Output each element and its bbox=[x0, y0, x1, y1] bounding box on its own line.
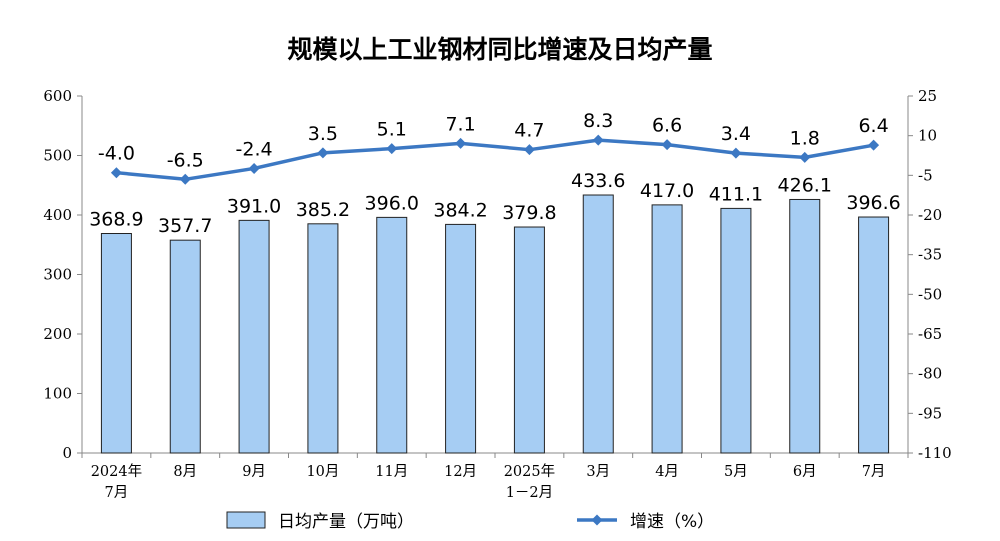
y-right-tick-label: -35 bbox=[918, 246, 942, 264]
x-tick-label: 4月 bbox=[655, 464, 679, 480]
x-tick-label: 8月 bbox=[173, 464, 197, 480]
x-tick-label: 6月 bbox=[793, 464, 817, 480]
y-right-tick-label: -80 bbox=[918, 365, 942, 383]
bar-data-label: 417.0 bbox=[640, 180, 694, 202]
bar-data-label: 357.7 bbox=[158, 215, 212, 237]
line-point bbox=[110, 167, 122, 179]
line-data-label: 1.8 bbox=[790, 127, 820, 149]
bar bbox=[720, 207, 752, 454]
legend-line-marker bbox=[591, 514, 603, 526]
bar-data-label: 384.2 bbox=[433, 199, 487, 221]
line-data-label: 3.4 bbox=[721, 123, 751, 145]
line-point bbox=[799, 151, 811, 163]
x-tick-label: 7月 bbox=[862, 464, 886, 480]
growth-line bbox=[116, 138, 874, 182]
line-data-label: 6.6 bbox=[652, 115, 682, 137]
y-right-tick-label: -50 bbox=[918, 285, 942, 303]
bar-data-label: 411.1 bbox=[709, 183, 763, 205]
y-left-tick-label: 500 bbox=[43, 147, 72, 165]
bar-data-label: 433.6 bbox=[571, 170, 625, 192]
bar bbox=[376, 216, 408, 454]
bar bbox=[513, 226, 545, 454]
x-tick-label: 9月 bbox=[242, 464, 266, 480]
bar bbox=[445, 223, 477, 454]
y-left-tick-label: 200 bbox=[43, 325, 72, 343]
bar bbox=[858, 216, 890, 454]
line-data-label: 7.1 bbox=[445, 113, 475, 135]
y-left-tick-label: 100 bbox=[43, 385, 72, 403]
y-right-tick-label: -5 bbox=[918, 166, 933, 184]
bar-data-label: 391.0 bbox=[227, 195, 281, 217]
line-data-label: 4.7 bbox=[514, 120, 544, 142]
line-data-label: 3.5 bbox=[308, 123, 338, 145]
bar-data-label: 396.0 bbox=[365, 192, 419, 214]
y-right-tick-label: -110 bbox=[918, 444, 952, 462]
y-left-tick-label: 600 bbox=[43, 87, 72, 105]
bar bbox=[169, 239, 201, 454]
bar-data-label: 385.2 bbox=[296, 199, 350, 221]
bar-data-label: 368.9 bbox=[89, 209, 143, 231]
y-right-tick-label: -65 bbox=[918, 325, 942, 343]
line-point bbox=[455, 137, 467, 149]
line-data-label: -4.0 bbox=[98, 143, 135, 165]
x-tick-label: 10月 bbox=[306, 464, 339, 480]
chart-title: 规模以上工业钢材同比增速及日均产量 bbox=[287, 35, 713, 64]
bar-data-label: 379.8 bbox=[502, 202, 556, 224]
bar-data-label: 396.6 bbox=[846, 192, 900, 214]
line-point bbox=[386, 143, 398, 155]
line-data-label: 5.1 bbox=[377, 119, 407, 141]
bar bbox=[651, 204, 683, 454]
y-left-tick-label: 400 bbox=[43, 206, 72, 224]
line-point bbox=[592, 134, 604, 146]
line-data-label: -2.4 bbox=[236, 138, 273, 160]
bar bbox=[789, 198, 821, 454]
x-tick-label: 11月 bbox=[375, 464, 408, 480]
bar bbox=[307, 223, 339, 454]
x-tick-label: 2025年 bbox=[504, 463, 555, 480]
line-point bbox=[730, 147, 742, 159]
line-data-label: -6.5 bbox=[167, 149, 204, 171]
y-left-tick-label: 0 bbox=[62, 444, 72, 462]
line-point bbox=[248, 162, 260, 174]
y-right-tick-label: 25 bbox=[918, 87, 937, 105]
legend-bar-swatch bbox=[226, 511, 266, 529]
x-tick-label: 3月 bbox=[586, 464, 610, 480]
y-right-tick-label: 10 bbox=[918, 127, 937, 145]
line-point bbox=[661, 139, 673, 151]
bar bbox=[582, 194, 614, 454]
line-point bbox=[523, 144, 535, 156]
x-tick-label: 1－2月 bbox=[506, 485, 553, 501]
line-data-label: 6.4 bbox=[858, 115, 888, 137]
legend-bar-label: 日均产量（万吨） bbox=[278, 512, 414, 532]
legend-line-label: 增速（%） bbox=[630, 512, 714, 532]
x-tick-label: 5月 bbox=[724, 464, 748, 480]
line-point bbox=[179, 173, 191, 185]
y-right-tick-label: -20 bbox=[918, 206, 942, 224]
line-data-label: 8.3 bbox=[583, 110, 613, 132]
x-tick-label: 12月 bbox=[444, 464, 477, 480]
y-left-tick-label: 300 bbox=[43, 266, 72, 284]
line-point bbox=[317, 147, 329, 159]
y-right-tick-label: -95 bbox=[918, 404, 942, 422]
x-tick-label: 7月 bbox=[105, 485, 129, 501]
bar-data-label: 426.1 bbox=[778, 174, 832, 196]
bar bbox=[100, 233, 132, 454]
bar bbox=[238, 219, 270, 454]
x-tick-label: 2024年 bbox=[91, 463, 142, 480]
line-point bbox=[868, 139, 880, 151]
